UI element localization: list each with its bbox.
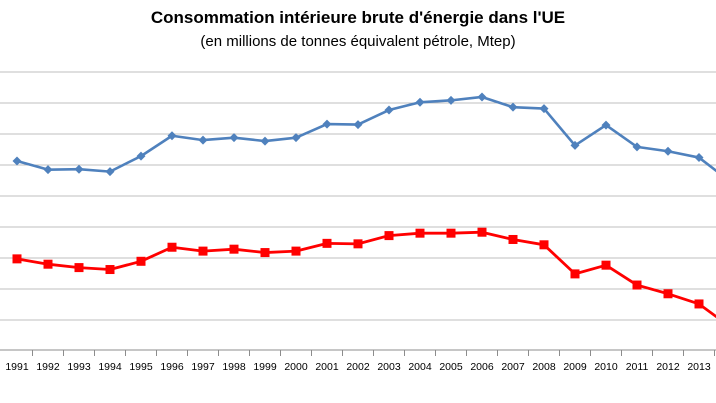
data-point	[229, 244, 239, 254]
x-tick-label: 1994	[98, 361, 122, 373]
data-point	[632, 280, 642, 290]
data-point	[322, 119, 332, 129]
data-point	[694, 299, 704, 309]
data-point	[12, 156, 22, 166]
data-point	[446, 95, 456, 105]
x-tick-label: 2006	[470, 361, 494, 373]
x-tick-label: 2005	[439, 361, 463, 373]
x-tick-label: 2004	[408, 361, 432, 373]
data-point	[446, 228, 456, 238]
data-point	[74, 164, 84, 174]
gridlines	[0, 71, 716, 321]
data-point	[415, 228, 425, 238]
data-point	[663, 289, 673, 299]
x-tick-label: 1998	[222, 361, 246, 373]
data-point	[12, 254, 22, 264]
data-point	[694, 153, 704, 163]
x-tick-label: 1993	[67, 361, 91, 373]
x-tick-label: 1995	[129, 361, 153, 373]
data-point	[105, 167, 115, 177]
x-tick-label: 1991	[5, 361, 29, 373]
x-tick-label: 2011	[626, 361, 649, 373]
data-point	[477, 92, 487, 102]
x-tick-label: 1996	[160, 361, 184, 373]
x-tick-label: 2001	[315, 361, 339, 373]
data-point	[353, 239, 363, 249]
x-tick-label: 2013	[687, 361, 711, 373]
x-tick-label: 2008	[532, 361, 556, 373]
data-point	[260, 248, 270, 258]
data-point	[539, 240, 549, 250]
axes	[0, 349, 716, 356]
x-tick-labels: 1991 1992 1993 1994 1995 1996 1997 1998 1999 2000…	[5, 361, 711, 373]
series-lines	[16, 95, 716, 319]
chart-subtitle: (en millions de tonnes équivalent pétrol…	[200, 33, 516, 50]
x-tick-label: 1997	[191, 361, 215, 373]
x-tick-label: 2009	[563, 361, 587, 373]
data-point	[508, 234, 518, 244]
data-point	[291, 133, 301, 143]
data-point	[415, 97, 425, 107]
x-tick-label: 2012	[656, 361, 680, 373]
data-point	[105, 265, 115, 275]
x-tick-label: 2007	[501, 361, 525, 373]
data-point	[632, 142, 642, 152]
data-point	[167, 242, 177, 252]
data-point	[260, 136, 270, 146]
series-line	[16, 230, 716, 319]
data-point	[539, 104, 549, 114]
data-point	[601, 260, 611, 270]
data-point	[43, 259, 53, 269]
chart-title: Consommation intérieure brute d'énergie …	[150, 8, 566, 27]
series-line	[16, 95, 716, 173]
data-point	[136, 256, 146, 266]
x-tick-label: 2003	[377, 361, 401, 373]
data-point	[291, 246, 301, 256]
data-point	[384, 231, 394, 241]
data-point	[322, 238, 332, 248]
data-point	[167, 131, 177, 141]
x-tick-label: 1992	[36, 361, 60, 373]
data-point	[229, 133, 239, 143]
data-point	[601, 120, 611, 130]
data-point	[198, 135, 208, 145]
data-point	[43, 165, 53, 175]
data-point	[663, 146, 673, 156]
x-tick-label: 2002	[346, 361, 370, 373]
data-point	[198, 246, 208, 256]
data-point	[353, 120, 363, 130]
data-point	[477, 227, 487, 237]
x-tick-label: 2010	[594, 361, 618, 373]
series-markers	[12, 92, 704, 309]
data-point	[570, 140, 580, 150]
data-point	[136, 151, 146, 161]
data-point	[384, 105, 394, 115]
x-tick-label: 1999	[253, 361, 277, 373]
data-point	[570, 269, 580, 279]
x-tick-label: 2000	[284, 361, 308, 373]
data-point	[74, 263, 84, 273]
data-point	[508, 102, 518, 112]
